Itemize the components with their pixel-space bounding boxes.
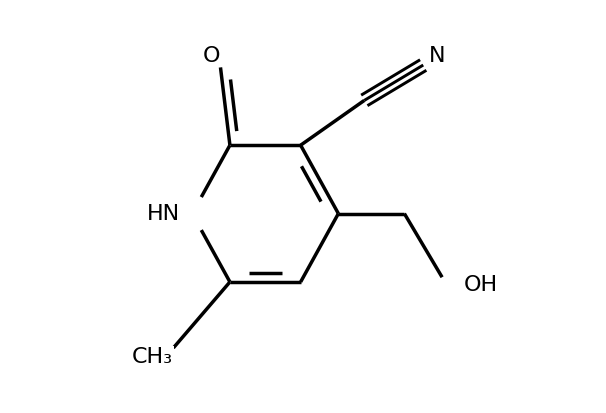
Text: N: N xyxy=(429,45,445,66)
Text: CH₃: CH₃ xyxy=(132,347,173,368)
Text: HN: HN xyxy=(147,204,181,223)
Text: OH: OH xyxy=(464,275,498,295)
Text: O: O xyxy=(203,45,221,66)
